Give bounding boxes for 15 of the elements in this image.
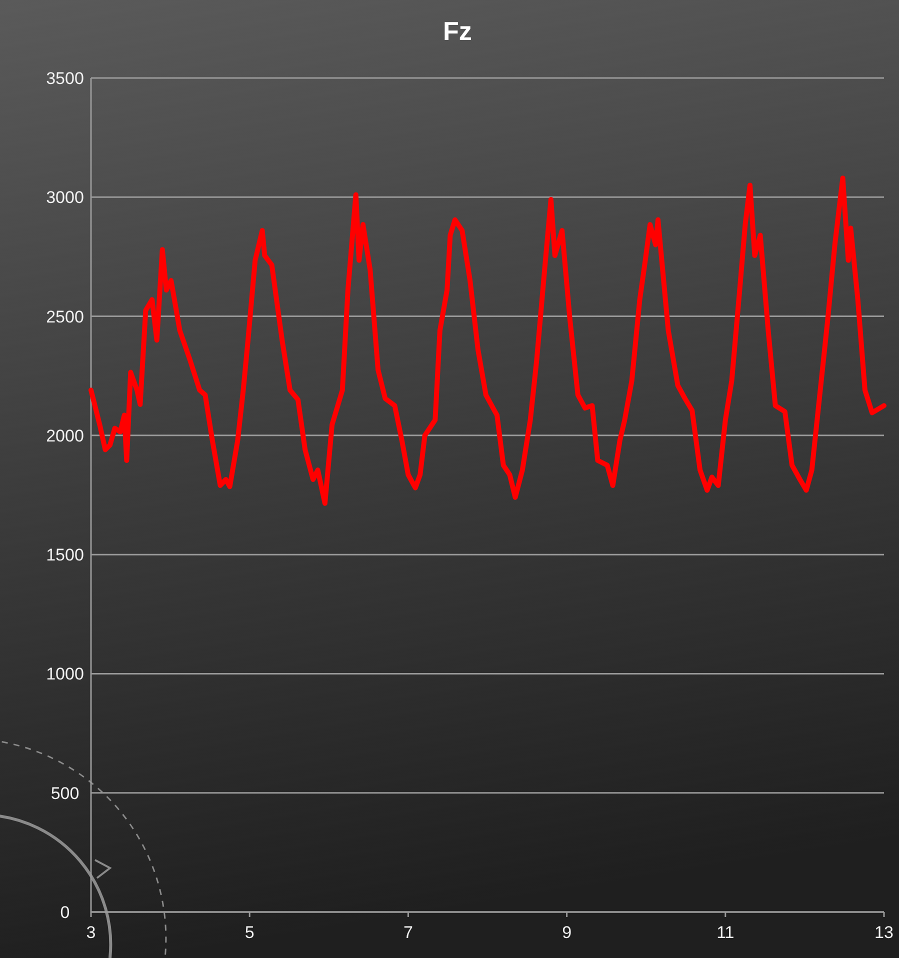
y-tick-label: 500 xyxy=(50,784,80,803)
y-tick-label: 0 xyxy=(60,903,70,922)
y-tick-label: 2500 xyxy=(46,307,84,326)
y-tick-label: 1500 xyxy=(46,546,84,565)
x-tick-label: 7 xyxy=(403,923,413,942)
x-tick-label: 3 xyxy=(86,923,96,942)
x-tick-label: 13 xyxy=(874,923,894,942)
x-tick-label: 5 xyxy=(244,923,254,942)
y-tick-label: 3500 xyxy=(46,69,84,88)
y-tick-label: 3000 xyxy=(46,188,84,208)
y-tick-label: 2000 xyxy=(46,426,84,446)
x-tick-label: 11 xyxy=(716,923,734,942)
y-tick-label: 1000 xyxy=(46,664,84,684)
x-tick-label: 9 xyxy=(562,923,572,942)
chart-title: Fz xyxy=(443,16,472,46)
